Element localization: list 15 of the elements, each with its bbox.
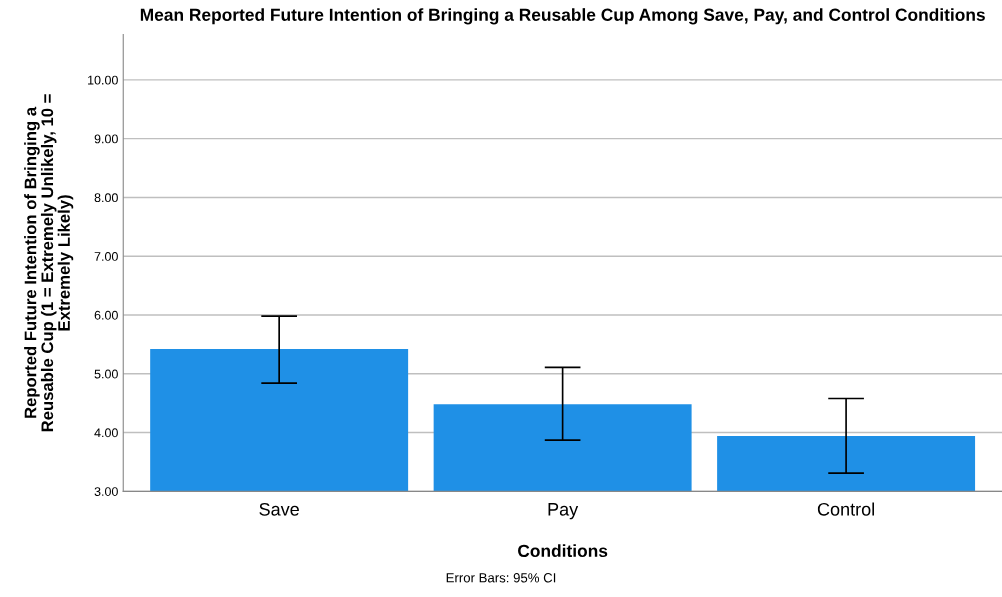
x-tick-label: Control bbox=[817, 502, 874, 516]
y-axis-title: Reported Future Intention of Bringing a Reusable Cup (1 = Extremely Unlikely, 10 = Extremely Likely) bbox=[24, 94, 74, 432]
y-tick-label: 7.00 bbox=[94, 252, 118, 261]
y-tick-label: 9.00 bbox=[94, 134, 118, 144]
x-tick-label: Pay bbox=[548, 503, 579, 520]
y-tick-label: 8.00 bbox=[94, 193, 118, 203]
x-axis-title: Conditions bbox=[518, 544, 608, 558]
y-tick-label: 10.00 bbox=[88, 75, 118, 85]
y-tick-label: 6.00 bbox=[94, 310, 118, 320]
y-tick-label: 5.00 bbox=[94, 369, 118, 379]
y-tick-label: 4.00 bbox=[94, 428, 118, 438]
chart-title: Mean Reported Future Intention of Bringing a Reusable Cup Among Save, Pay, and Control Conditions bbox=[140, 8, 985, 25]
text: Error Bars: 95% CI bbox=[446, 573, 556, 583]
y-tick-label: 3.00 bbox=[94, 487, 118, 496]
x-tick-label: Save bbox=[259, 502, 299, 516]
